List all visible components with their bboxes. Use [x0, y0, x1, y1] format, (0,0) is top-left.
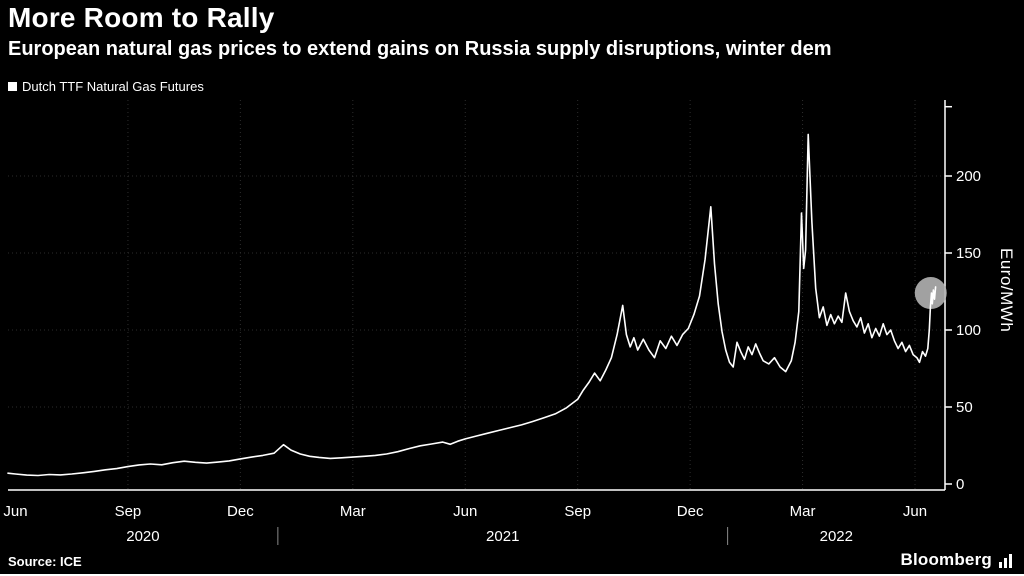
x-tick-label: Jun: [3, 503, 27, 520]
y-tick-label: 50: [956, 399, 973, 416]
bottom-rule: [0, 574, 1024, 576]
price-line: [7, 133, 937, 477]
x-tick-label: Dec: [677, 503, 704, 520]
y-tick-label: 0: [956, 476, 964, 493]
y-tick-label: 200: [956, 168, 981, 185]
x-tick-label: Sep: [115, 503, 142, 520]
x-tick-label: Sep: [564, 503, 591, 520]
page-title: More Room to Rally: [8, 2, 275, 33]
x-tick-label: Jun: [453, 503, 477, 520]
bloomberg-bars-icon: [999, 553, 1015, 568]
x-tick-label: Mar: [790, 503, 816, 520]
y-tick-label: 100: [956, 322, 981, 339]
page-subtitle: European natural gas prices to extend ga…: [8, 38, 832, 60]
legend-label: Dutch TTF Natural Gas Futures: [22, 79, 204, 94]
legend: Dutch TTF Natural Gas Futures: [8, 79, 204, 94]
y-tick-label: 150: [956, 245, 981, 262]
year-label: 2020: [126, 528, 159, 545]
legend-swatch-icon: [8, 82, 17, 91]
x-tick-label: Dec: [227, 503, 254, 520]
bloomberg-wordmark: Bloomberg: [900, 550, 992, 569]
x-tick-label: Mar: [340, 503, 366, 520]
year-label: 2021: [486, 528, 519, 545]
x-tick-label: Jun: [903, 503, 927, 520]
y-axis-title: Euro/MWh: [997, 248, 1016, 333]
source-note: Source: ICE: [8, 554, 82, 569]
year-label: 2022: [820, 528, 853, 545]
